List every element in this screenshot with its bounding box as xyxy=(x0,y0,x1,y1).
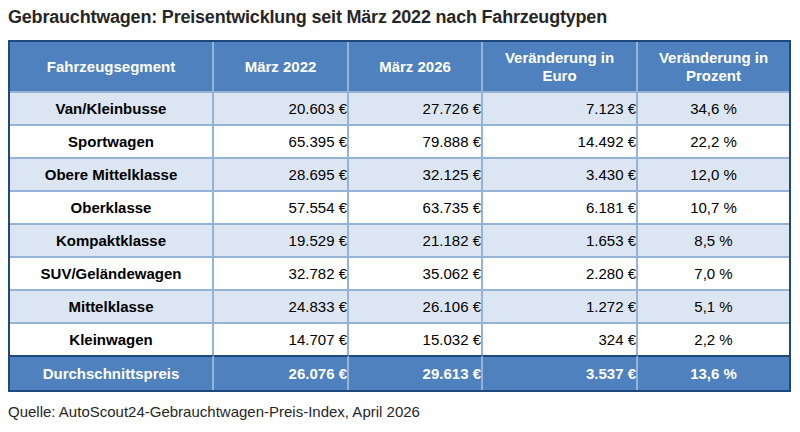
segment-cell: Sportwagen xyxy=(10,124,214,157)
price-2026-cell: 27.726 € xyxy=(349,91,483,124)
page-title: Gebrauchtwagen: Preisentwicklung seit Mä… xyxy=(8,6,792,29)
price-2026-cell: 21.182 € xyxy=(349,223,483,256)
table-row-kompaktklasse: Kompaktklasse 19.529 € 21.182 € 1.653 € … xyxy=(10,223,789,256)
col-header-fahrzeugsegment: Fahrzeugsegment xyxy=(10,42,214,91)
change-percent-cell: 22,2 % xyxy=(638,124,789,157)
price-2022-cell: 24.833 € xyxy=(214,289,349,322)
price-2022-cell: 28.695 € xyxy=(214,157,349,190)
source-note: Quelle: AutoScout24-Gebrauchtwagen-Preis… xyxy=(8,403,792,420)
price-2022-cell: 65.395 € xyxy=(214,124,349,157)
page: Gebrauchtwagen: Preisentwicklung seit Mä… xyxy=(0,0,800,432)
segment-cell: Oberklasse xyxy=(10,190,214,223)
table-row-kleinwagen: Kleinwagen 14.707 € 15.032 € 324 € 2,2 % xyxy=(10,322,789,355)
table-row-mittelklasse: Mittelklasse 24.833 € 26.106 € 1.272 € 5… xyxy=(10,289,789,322)
change-euro-cell: 3.430 € xyxy=(483,157,638,190)
change-percent-cell: 10,7 % xyxy=(638,190,789,223)
price-2022-cell: 19.529 € xyxy=(214,223,349,256)
table-row-sportwagen: Sportwagen 65.395 € 79.888 € 14.492 € 22… xyxy=(10,124,789,157)
change-percent-cell: 8,5 % xyxy=(638,223,789,256)
change-euro-cell: 7.123 € xyxy=(483,91,638,124)
change-euro-cell: 324 € xyxy=(483,322,638,355)
segment-cell: Mittelklasse xyxy=(10,289,214,322)
change-euro-cell: 2.280 € xyxy=(483,256,638,289)
col-header-maerz-2022: März 2022 xyxy=(214,42,349,91)
change-percent-cell: 5,1 % xyxy=(638,289,789,322)
price-2026-cell: 35.062 € xyxy=(349,256,483,289)
change-percent-cell: 7,0 % xyxy=(638,256,789,289)
change-euro-cell: 1.272 € xyxy=(483,289,638,322)
segment-cell: Obere Mittelklasse xyxy=(10,157,214,190)
price-2022-cell: 57.554 € xyxy=(214,190,349,223)
table-row-obere-mittelklasse: Obere Mittelklasse 28.695 € 32.125 € 3.4… xyxy=(10,157,789,190)
col-header-veraenderung-prozent: Veränderung in Prozent xyxy=(638,42,789,91)
segment-cell: SUV/Geländewagen xyxy=(10,256,214,289)
price-2022-cell: 32.782 € xyxy=(214,256,349,289)
price-2026-cell: 29.613 € xyxy=(349,355,483,390)
change-percent-cell: 13,6 % xyxy=(638,355,789,390)
price-2026-cell: 15.032 € xyxy=(349,322,483,355)
segment-cell: Durchschnittspreis xyxy=(10,355,214,390)
price-2026-cell: 32.125 € xyxy=(349,157,483,190)
price-2022-cell: 14.707 € xyxy=(214,322,349,355)
price-2022-cell: 20.603 € xyxy=(214,91,349,124)
col-header-veraenderung-euro: Veränderung in Euro xyxy=(483,42,638,91)
segment-cell: Van/Kleinbusse xyxy=(10,91,214,124)
change-euro-cell: 6.181 € xyxy=(483,190,638,223)
col-header-maerz-2026: März 2026 xyxy=(349,42,483,91)
segment-cell: Kompaktklasse xyxy=(10,223,214,256)
change-percent-cell: 12,0 % xyxy=(638,157,789,190)
change-euro-cell: 3.537 € xyxy=(483,355,638,390)
price-2022-cell: 26.076 € xyxy=(214,355,349,390)
change-euro-cell: 14.492 € xyxy=(483,124,638,157)
table-row-suv-gelaendewagen: SUV/Geländewagen 32.782 € 35.062 € 2.280… xyxy=(10,256,789,289)
change-percent-cell: 2,2 % xyxy=(638,322,789,355)
change-percent-cell: 34,6 % xyxy=(638,91,789,124)
table-row-van-kleinbusse: Van/Kleinbusse 20.603 € 27.726 € 7.123 €… xyxy=(10,91,789,124)
price-2026-cell: 26.106 € xyxy=(349,289,483,322)
table-row-oberklasse: Oberklasse 57.554 € 63.735 € 6.181 € 10,… xyxy=(10,190,789,223)
summary-row-durchschnittspreis: Durchschnittspreis 26.076 € 29.613 € 3.5… xyxy=(10,355,789,390)
price-table: Fahrzeugsegment März 2022 März 2026 Verä… xyxy=(10,42,789,390)
header-row: Fahrzeugsegment März 2022 März 2026 Verä… xyxy=(10,42,789,91)
price-2026-cell: 63.735 € xyxy=(349,190,483,223)
change-euro-cell: 1.653 € xyxy=(483,223,638,256)
price-table-container: Fahrzeugsegment März 2022 März 2026 Verä… xyxy=(8,40,791,392)
price-2026-cell: 79.888 € xyxy=(349,124,483,157)
segment-cell: Kleinwagen xyxy=(10,322,214,355)
